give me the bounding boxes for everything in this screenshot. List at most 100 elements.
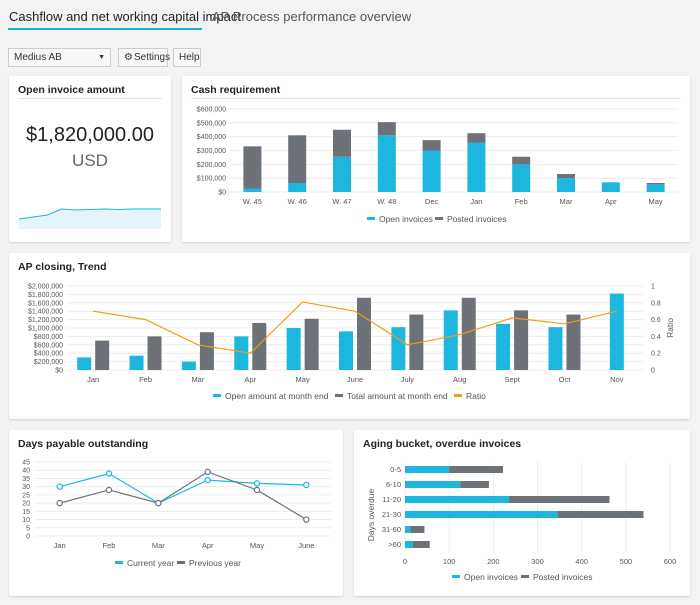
- bar-total-amount: [357, 297, 371, 370]
- bar-open-invoices: [512, 164, 531, 192]
- y-tick-label: $400,000: [197, 134, 226, 141]
- bar-aging-open: [405, 496, 509, 503]
- x-tick-label: 0: [403, 557, 407, 566]
- y-tick-label: $1,000,000: [28, 326, 63, 333]
- legend-swatch-previous-year: [177, 561, 185, 564]
- y-tick-label: 35: [22, 476, 30, 483]
- x-tick-label: June: [298, 541, 314, 550]
- help-button[interactable]: Help: [173, 48, 201, 67]
- bar-open-amount: [496, 323, 511, 370]
- y-tick-label: 25: [22, 492, 30, 499]
- previous-year-point: [155, 499, 162, 507]
- x-tick-label: 400: [575, 557, 588, 566]
- bar-open-invoices: [646, 184, 665, 192]
- aging-card: Aging bucket, overdue invoices 0 100 200 30…: [354, 430, 690, 596]
- ratio-line: [93, 301, 617, 354]
- x-tick-label: May: [296, 375, 310, 384]
- settings-button[interactable]: ⚙ Settings: [118, 48, 170, 67]
- x-tick-label: 200: [487, 557, 500, 566]
- bar-total-amount: [461, 297, 476, 370]
- cash-requirement-card: Cash requirement $0 $100,000 $200,000 $300,…: [182, 76, 690, 242]
- x-tick-label: Mar: [191, 375, 204, 384]
- bar-aging-posted: [557, 511, 644, 518]
- bar-aging-open: [405, 541, 413, 548]
- bar-posted-invoices: [467, 133, 486, 143]
- x-tick-label: Nov: [610, 375, 624, 384]
- previous-year-point: [303, 516, 310, 523]
- y-tick-label: 10: [22, 517, 30, 524]
- current-year-point: [56, 483, 63, 490]
- bar-total-amount: [252, 322, 267, 370]
- y-tick-label: $200,000: [34, 359, 63, 366]
- y2-tick-label: 1: [651, 284, 655, 291]
- x-tick-label: W. 48: [377, 197, 396, 206]
- bar-posted-invoices: [377, 122, 396, 136]
- bar-total-amount: [199, 332, 214, 370]
- y-tick-label: 40: [22, 468, 30, 475]
- y2-tick-label: 0.6: [651, 317, 661, 324]
- x-tick-label: July: [401, 375, 415, 384]
- x-tick-label: Apr: [202, 541, 214, 550]
- bar-open-amount: [129, 355, 144, 370]
- bar-open-amount: [548, 327, 563, 370]
- bar-open-amount: [609, 293, 624, 370]
- y-tick-label: 45: [22, 460, 30, 467]
- y-tick-label: 6-10: [386, 480, 401, 489]
- bar-aging-posted: [410, 526, 425, 533]
- bar-open-invoices: [467, 142, 486, 192]
- x-tick-label: W. 45: [243, 197, 262, 206]
- dpo-legend: Current year Previous year: [115, 558, 241, 568]
- y-tick-label: $1,200,000: [28, 317, 63, 324]
- bar-posted-invoices: [243, 146, 262, 189]
- legend-swatch-total-amount: [335, 394, 343, 397]
- bar-posted-invoices: [288, 135, 307, 184]
- help-button-label: Help: [179, 52, 200, 63]
- bar-total-amount: [304, 318, 319, 370]
- active-tab-indicator: [8, 28, 202, 30]
- y-tick-label: 5: [26, 525, 30, 532]
- bar-open-amount: [234, 336, 249, 370]
- y-tick-label: $0: [218, 190, 226, 197]
- x-tick-label: 300: [531, 557, 544, 566]
- dpo-card: Days payable outstanding 0 5 10 15 20 25 30 35 4…: [9, 430, 343, 596]
- bar-open-amount: [181, 361, 196, 370]
- bar-open-invoices: [288, 183, 307, 192]
- x-tick-label: Apr: [605, 197, 617, 206]
- legend-swatch-current-year: [115, 561, 123, 564]
- legend-aging-open: Open invoices: [464, 572, 518, 582]
- x-tick-label: Apr: [244, 375, 256, 384]
- y-tick-label: $100,000: [197, 176, 226, 183]
- bar-open-amount: [286, 328, 301, 370]
- x-tick-label: Dec: [425, 197, 439, 206]
- x-tick-label: June: [347, 375, 363, 384]
- company-select[interactable]: Medius AB ▼: [8, 48, 111, 67]
- company-select-value: Medius AB: [14, 52, 62, 63]
- y-tick-label: 30: [22, 484, 30, 491]
- tab-cashflow[interactable]: Cashflow and net working capital impact: [9, 9, 241, 24]
- bar-aging-posted: [460, 481, 489, 488]
- tab-ap-process-performance[interactable]: AP Process performance overview: [212, 9, 412, 24]
- bar-aging-posted: [508, 496, 610, 503]
- legend-total-amount: Total amount at month end: [347, 391, 448, 401]
- aging-y-axis-label: Days overdue: [366, 489, 376, 542]
- y-tick-label: 0-5: [390, 465, 401, 474]
- open-invoice-sparkline: [18, 208, 161, 229]
- ap-legend: Open amount at month end Total amount at…: [213, 391, 486, 401]
- legend-swatch-open-amount: [213, 394, 221, 397]
- aging-title: Aging bucket, overdue invoices: [363, 438, 522, 450]
- legend-posted-invoices: Posted invoices: [447, 214, 507, 224]
- x-tick-label: Jan: [87, 375, 99, 384]
- caret-down-icon: ▼: [98, 54, 105, 61]
- legend-ratio: Ratio: [466, 391, 486, 401]
- x-tick-label: 100: [443, 557, 456, 566]
- legend-swatch-aging-open: [452, 575, 460, 578]
- open-invoice-amount: $1,820,000.00: [26, 124, 154, 146]
- y-tick-label: >60: [388, 540, 401, 549]
- y-tick-label: $400,000: [34, 351, 63, 358]
- bar-total-amount: [514, 310, 529, 370]
- x-tick-label: W. 47: [332, 197, 351, 206]
- ratio-axis-label: Ratio: [665, 318, 675, 338]
- bar-aging-open: [405, 511, 558, 518]
- bar-posted-invoices: [512, 156, 531, 165]
- x-tick-label: 500: [620, 557, 633, 566]
